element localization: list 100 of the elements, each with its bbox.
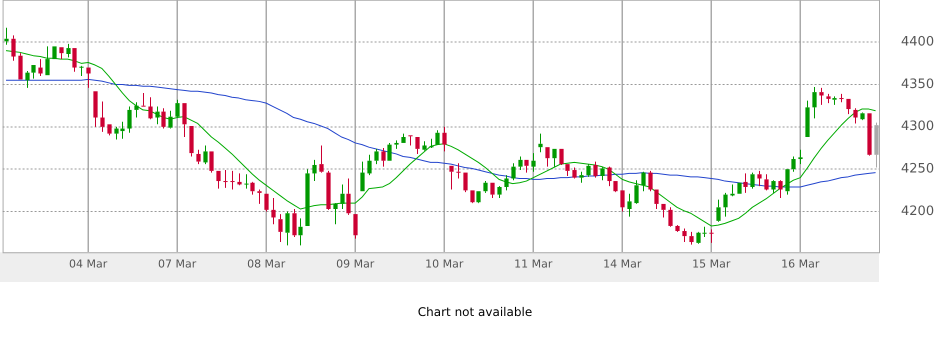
candlestick	[579, 171, 584, 184]
candlestick	[531, 152, 536, 172]
candlestick	[565, 164, 570, 176]
candlestick	[216, 170, 221, 190]
candlestick	[483, 180, 488, 194]
candlestick	[675, 224, 680, 232]
candlestick	[374, 148, 379, 165]
candlestick	[750, 172, 755, 190]
candlestick	[25, 70, 30, 88]
candlestick	[114, 126, 119, 140]
candlestick	[31, 65, 36, 80]
candlestick	[175, 99, 180, 118]
candlestick	[305, 168, 310, 226]
candlestick	[59, 47, 64, 60]
candlestick	[723, 192, 728, 218]
candlestick	[127, 106, 132, 134]
candlestick	[319, 144, 324, 174]
candlestick	[11, 34, 16, 62]
candlestick	[237, 172, 242, 186]
candlestick	[545, 147, 550, 168]
candlestick	[470, 190, 475, 204]
candlestick	[100, 100, 105, 132]
candlestick	[257, 189, 262, 204]
candlestick	[161, 108, 166, 130]
candlestick	[559, 148, 564, 166]
candlestick	[203, 144, 208, 165]
y-tick-label: 4200	[901, 204, 934, 219]
x-tick-label: 07 Mar	[158, 258, 197, 271]
candlestick	[600, 167, 605, 181]
x-tick-label: 11 Mar	[514, 258, 553, 271]
candlestick	[381, 148, 386, 168]
candlestick	[168, 110, 173, 130]
candlestick	[223, 170, 228, 188]
candlestick	[586, 164, 591, 178]
candlestick	[429, 138, 434, 149]
candlestick	[524, 160, 529, 174]
candlestick	[45, 46, 50, 76]
candlestick	[593, 161, 598, 178]
candlestick	[66, 43, 71, 58]
candlestick	[230, 170, 235, 190]
candlestick	[189, 126, 194, 157]
y-tick-label: 4350	[901, 76, 934, 92]
candlestick	[764, 174, 769, 191]
candlestick	[120, 121, 125, 140]
candlestick	[709, 228, 714, 244]
x-tick-label: 09 Mar	[336, 258, 375, 271]
candlestick	[18, 52, 23, 80]
candlestick	[285, 211, 290, 246]
candlestick	[613, 181, 618, 193]
candlestick	[511, 162, 516, 181]
y-tick-label: 4300	[901, 119, 934, 134]
candlestick	[689, 231, 694, 246]
text: Chart not available	[416, 305, 534, 319]
candlestick	[716, 199, 721, 222]
candlestick	[196, 149, 201, 165]
candlestick	[4, 27, 9, 46]
candlestick	[634, 180, 639, 204]
candlestick	[333, 202, 338, 225]
candlestick	[853, 108, 858, 124]
candlestick	[497, 186, 502, 198]
candlestick	[627, 193, 632, 218]
candlestick	[504, 174, 509, 191]
candlestick	[778, 180, 783, 198]
candlestick	[476, 191, 481, 204]
candlestick	[826, 93, 831, 104]
candlestick	[292, 208, 297, 238]
candlestick	[456, 162, 461, 180]
candlestick	[846, 98, 851, 115]
candlestick	[654, 190, 659, 210]
candlestick	[408, 135, 413, 146]
candlestick	[182, 103, 187, 138]
candlestick	[607, 166, 612, 187]
candlestick	[785, 169, 790, 196]
candlestick	[442, 126, 447, 152]
candlestick	[839, 93, 844, 103]
candlestick	[620, 190, 625, 212]
candlestick	[298, 218, 303, 246]
candlestick	[668, 206, 673, 228]
candlestick	[86, 68, 91, 88]
candlestick	[702, 226, 707, 238]
x-tick-label: 04 Mar	[69, 258, 108, 271]
candlestick	[743, 172, 748, 194]
candlestick	[79, 65, 84, 77]
candlestick	[250, 181, 255, 196]
x-tick-label: 10 Mar	[425, 258, 464, 271]
y-tick-label: 4400	[901, 34, 934, 50]
candlestick	[401, 133, 406, 143]
candlestick	[682, 228, 687, 243]
candlestick	[805, 100, 810, 138]
candlestick	[490, 182, 495, 198]
candlestick	[278, 214, 283, 243]
candlestick	[107, 124, 112, 136]
x-tick-label: 08 Mar	[247, 258, 286, 271]
candlestick	[572, 167, 577, 180]
candlestick	[518, 156, 523, 171]
candlestick	[661, 204, 666, 218]
candlestick	[134, 102, 139, 118]
candlestick	[791, 156, 796, 172]
candlestick	[346, 178, 351, 216]
candlestick	[141, 92, 146, 107]
